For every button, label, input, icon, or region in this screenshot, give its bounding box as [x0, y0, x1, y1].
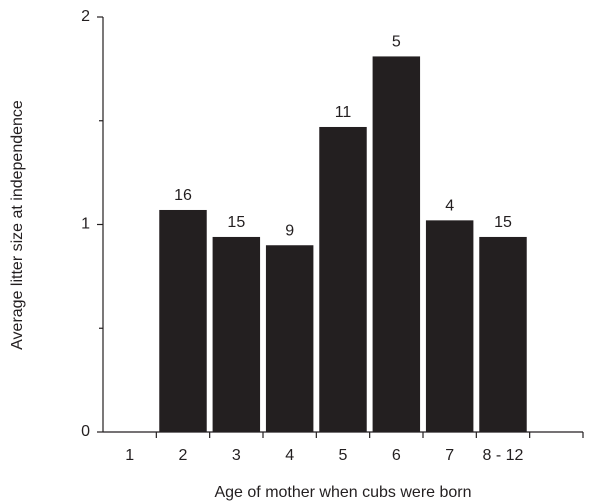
x-tick-label: 7: [445, 447, 454, 464]
x-tick-label: 4: [285, 447, 294, 464]
sample-size-label: 15: [494, 214, 512, 231]
x-tick-label: 2: [179, 447, 188, 464]
x-tick-label: 6: [392, 447, 401, 464]
bar: [265, 245, 314, 432]
y-tick-label: 1: [81, 216, 90, 233]
sample-size-label: 11: [335, 104, 352, 121]
bar: [479, 236, 527, 432]
x-tick-label: 1: [125, 447, 134, 464]
sample-size-label: 4: [445, 198, 454, 215]
sample-size-label: 9: [285, 222, 294, 239]
bar: [159, 209, 207, 432]
y-tick-label: 0: [81, 423, 90, 440]
y-tick-label: 2: [81, 8, 90, 25]
x-tick-label: 5: [339, 447, 348, 464]
x-axis-label: Age of mother when cubs were born: [214, 484, 471, 501]
x-tick-label: 8 - 12: [483, 447, 524, 464]
sample-size-label: 16: [174, 187, 192, 204]
bar: [372, 56, 421, 433]
bar: [425, 220, 474, 432]
sample-size-label: 15: [227, 214, 245, 231]
y-axis-label: Average litter size at independence: [9, 100, 26, 350]
bar: [319, 126, 367, 432]
sample-size-label: 5: [392, 34, 401, 51]
x-tick-label: 3: [232, 447, 241, 464]
bar: [212, 236, 261, 432]
